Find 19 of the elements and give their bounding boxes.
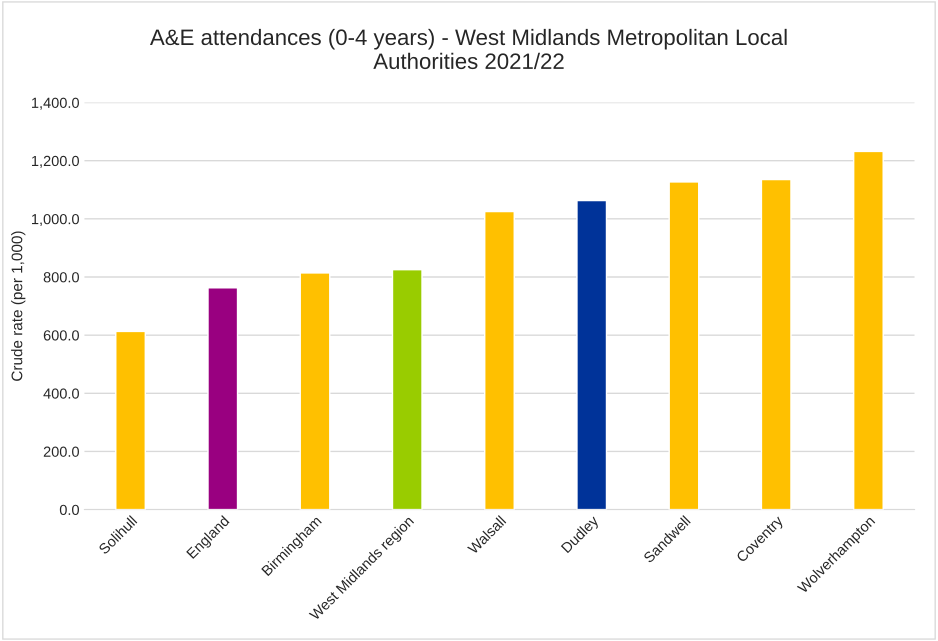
y-tick-label: 1,000.0 (32, 214, 79, 226)
chart-title: A&E attendances (0-4 years) - West Midlands Metropolitan Local Authorities 2021/22 (150, 28, 787, 70)
y-tick-label: 1,200.0 (32, 156, 79, 168)
bar (115, 330, 146, 510)
y-tick-label: 200.0 (44, 446, 79, 457)
y-tick-label: 0.0 (60, 504, 79, 516)
y-tick-label: 800.0 (44, 272, 79, 282)
bar (207, 287, 238, 510)
bar (668, 181, 700, 510)
bar (300, 272, 330, 510)
bar (392, 269, 423, 510)
y-tick-label: 1,400.0 (32, 98, 79, 110)
bar (760, 178, 792, 510)
y-tick-label: 600.0 (44, 330, 79, 341)
bar (484, 210, 515, 510)
y-axis-title: Crude rate (per 1,000) (11, 231, 26, 381)
bar (852, 150, 884, 510)
bar (576, 200, 608, 510)
y-tick-label: 400.0 (43, 388, 79, 399)
